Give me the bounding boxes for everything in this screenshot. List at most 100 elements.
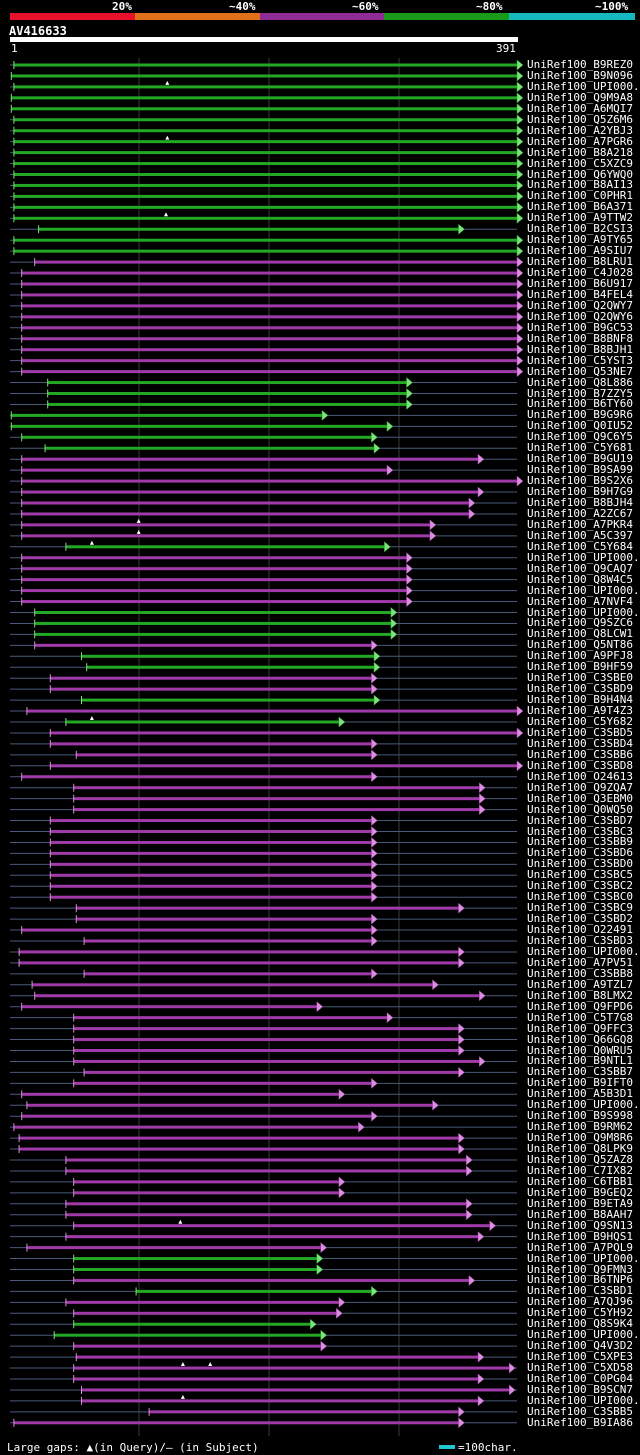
hit-row[interactable] <box>10 1351 517 1363</box>
hit-bar[interactable] <box>84 939 372 943</box>
hit-bar[interactable] <box>81 654 375 658</box>
hit-label[interactable]: UniRef100_C3SBD4 <box>527 736 633 750</box>
hit-row[interactable] <box>10 486 517 498</box>
hit-row[interactable] <box>10 344 524 356</box>
hit-label[interactable]: UniRef100_C5Y681 <box>527 441 633 455</box>
hit-bar[interactable] <box>50 687 372 691</box>
hit-label[interactable]: UniRef100_B9H4N4 <box>527 693 633 707</box>
hit-label[interactable]: UniRef100_O24613 <box>527 769 633 783</box>
hit-label[interactable]: UniRef100_C3SBD1 <box>527 1284 633 1298</box>
hit-bar[interactable] <box>11 96 518 100</box>
hit-bar[interactable] <box>11 413 323 417</box>
hit-row[interactable] <box>10 585 517 597</box>
hit-bar[interactable] <box>21 271 517 275</box>
hit-bar[interactable] <box>65 1235 479 1239</box>
hit-bar[interactable] <box>84 972 372 976</box>
hit-bar[interactable] <box>13 173 518 176</box>
hit-row[interactable] <box>10 727 524 739</box>
hit-bar[interactable] <box>73 1059 480 1063</box>
hit-row[interactable] <box>10 913 517 925</box>
hit-label[interactable]: UniRef100_C3SBD0 <box>527 857 633 871</box>
hit-label[interactable]: UniRef100_B9REZ0 <box>527 58 633 71</box>
hit-row[interactable] <box>10 606 517 619</box>
hit-label[interactable]: UniRef100_B8LMX2 <box>527 988 633 1002</box>
hit-bar[interactable] <box>21 534 430 538</box>
hit-bar[interactable] <box>149 1410 459 1414</box>
hit-bar[interactable] <box>73 1191 339 1195</box>
hit-bar[interactable] <box>73 1322 311 1326</box>
hit-label[interactable]: UniRef100_A2YBJ3 <box>527 123 633 137</box>
hit-label[interactable]: UniRef100_Q9FFC3 <box>527 1021 633 1035</box>
hit-row[interactable] <box>10 902 517 914</box>
hit-label[interactable]: UniRef100_C3SBC2 <box>527 879 633 893</box>
hit-bar[interactable] <box>11 424 388 428</box>
hit-label[interactable]: UniRef100_C3SBD7 <box>527 813 633 827</box>
hit-row[interactable] <box>10 1219 517 1232</box>
hit-bar[interactable] <box>21 600 407 604</box>
hit-row[interactable] <box>10 1110 517 1122</box>
hit-label[interactable]: UniRef100_UPI000.. <box>527 583 640 597</box>
hit-bar[interactable] <box>21 578 407 582</box>
hit-label[interactable]: UniRef100_Q9FPD6 <box>527 999 633 1013</box>
hit-label[interactable]: UniRef100_Q0WQ50 <box>527 802 633 816</box>
hit-label[interactable]: UniRef100_B9N096 <box>527 68 633 82</box>
hit-bar[interactable] <box>50 742 372 746</box>
hit-label[interactable]: UniRef100_Q9SZC6 <box>527 616 633 630</box>
hit-bar[interactable] <box>13 140 518 144</box>
hit-bar[interactable] <box>21 468 387 472</box>
hit-row[interactable] <box>10 278 524 290</box>
hit-bar[interactable] <box>65 1158 467 1162</box>
hit-label[interactable]: UniRef100_A7PQL9 <box>527 1240 633 1254</box>
hit-row[interactable] <box>10 804 517 816</box>
hit-label[interactable]: UniRef100_B8AAH7 <box>527 1207 633 1221</box>
hit-row[interactable] <box>10 935 517 947</box>
hit-row[interactable] <box>10 475 524 487</box>
hit-label[interactable]: UniRef100_C7IX82 <box>527 1163 633 1177</box>
hit-bar[interactable] <box>47 402 407 406</box>
hit-row[interactable] <box>10 442 517 454</box>
hit-label[interactable]: UniRef100_C3SBD8 <box>527 758 633 772</box>
hit-bar[interactable] <box>50 862 372 866</box>
hit-row[interactable] <box>10 453 517 465</box>
hit-bar[interactable] <box>21 359 517 363</box>
hit-bar[interactable] <box>50 873 372 877</box>
hit-bar[interactable] <box>21 556 407 560</box>
hit-bar[interactable] <box>21 1092 339 1096</box>
hit-bar[interactable] <box>34 632 391 636</box>
hit-row[interactable] <box>10 858 517 870</box>
hit-row[interactable] <box>10 683 517 695</box>
hit-label[interactable]: UniRef100_B9GC53 <box>527 320 633 334</box>
hit-row[interactable] <box>10 771 517 783</box>
hit-bar[interactable] <box>45 446 374 450</box>
hit-label[interactable]: UniRef100_C3SBC9 <box>527 901 633 915</box>
hit-row[interactable] <box>10 1099 517 1111</box>
hit-bar[interactable] <box>19 961 459 965</box>
hit-row[interactable] <box>10 1121 517 1133</box>
hit-label[interactable]: UniRef100_UPI000.. <box>527 1393 640 1407</box>
hit-label[interactable]: UniRef100_A9PFJ8 <box>527 649 633 663</box>
hit-row[interactable] <box>10 398 517 410</box>
hit-row[interactable] <box>10 990 517 1002</box>
hit-bar[interactable] <box>47 381 407 385</box>
hit-label[interactable]: UniRef100_B6TNP6 <box>527 1273 633 1287</box>
hit-label[interactable]: UniRef100_Q9FMN3 <box>527 1262 633 1276</box>
hit-bar[interactable] <box>21 435 372 439</box>
hit-bar[interactable] <box>26 1246 321 1250</box>
hit-bar[interactable] <box>50 895 372 899</box>
hit-label[interactable]: UniRef100_Q6YWQ0 <box>527 167 633 181</box>
hit-bar[interactable] <box>73 1027 459 1031</box>
hit-label[interactable]: UniRef100_C3SBB6 <box>527 747 633 761</box>
hit-bar[interactable] <box>13 1421 459 1425</box>
hit-bar[interactable] <box>50 731 518 735</box>
hit-row[interactable] <box>10 245 524 257</box>
hit-row[interactable] <box>10 1034 517 1046</box>
hit-label[interactable]: UniRef100_Q5ZAZ8 <box>527 1153 633 1166</box>
hit-bar[interactable] <box>21 567 407 571</box>
hit-bar[interactable] <box>73 1180 339 1184</box>
hit-label[interactable]: UniRef100_B8BNF8 <box>527 331 633 345</box>
hit-row[interactable] <box>10 311 524 323</box>
hit-row[interactable] <box>10 738 517 750</box>
hit-row[interactable] <box>10 529 517 542</box>
hit-row[interactable] <box>10 1209 517 1221</box>
hit-bar[interactable] <box>50 819 372 823</box>
